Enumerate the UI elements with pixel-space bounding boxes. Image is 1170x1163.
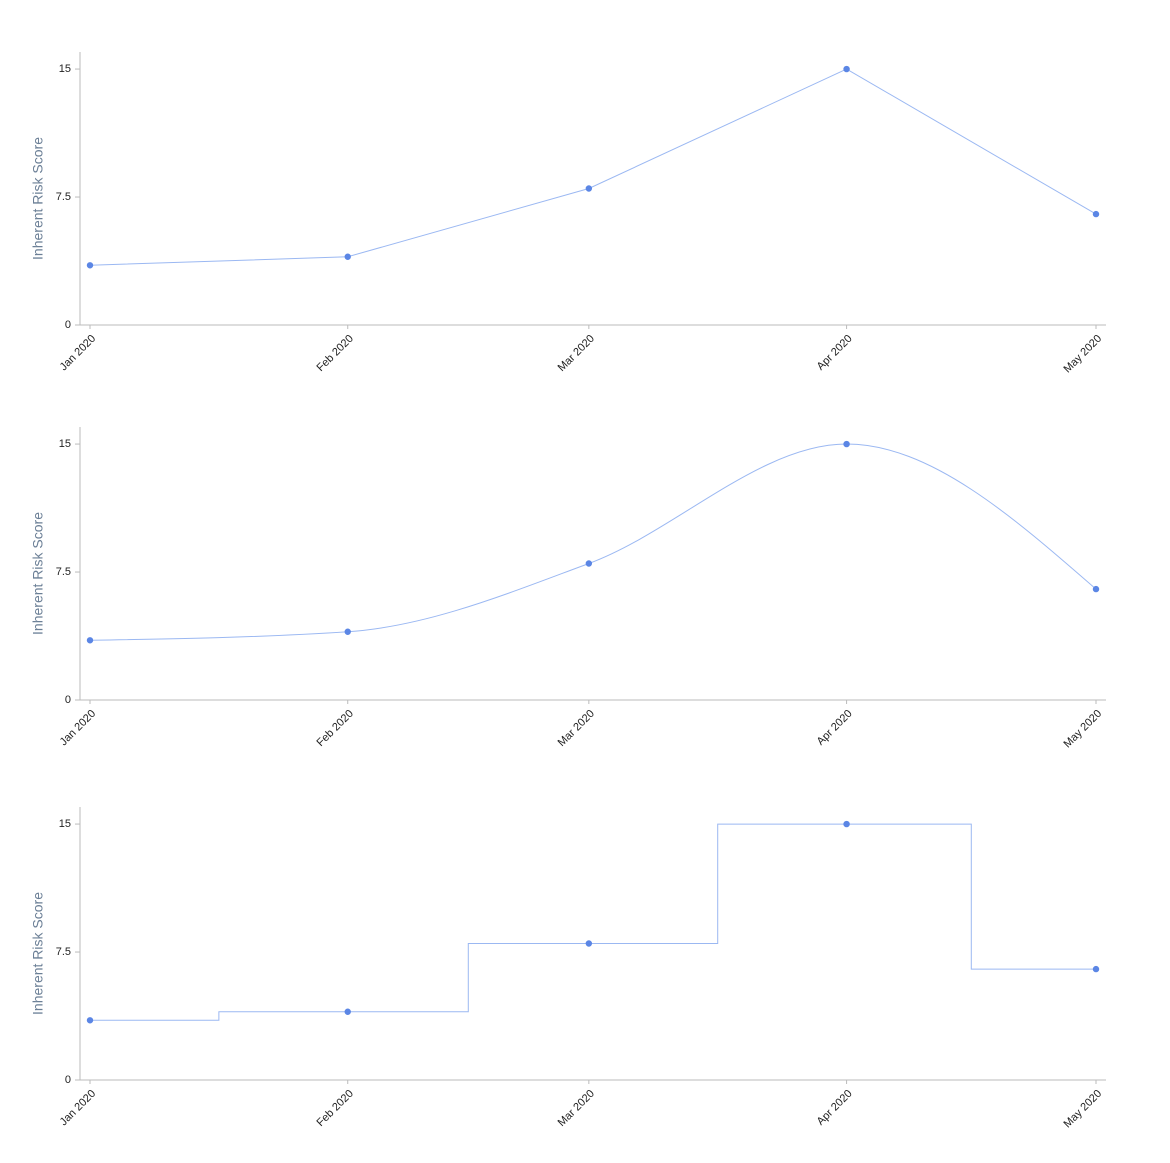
line — [89, 68, 1097, 266]
point — [86, 1017, 94, 1024]
point — [344, 253, 351, 260]
y-tick-label: 7.5 — [56, 566, 71, 578]
x-tick-label: Apr 2020 — [815, 1088, 855, 1128]
x-tick-label: Mar 2020 — [556, 708, 597, 749]
point — [843, 65, 850, 73]
point — [86, 637, 94, 644]
point — [1092, 210, 1100, 218]
y-tick-label: 0 — [65, 694, 71, 706]
point — [585, 560, 593, 567]
y-axis-label: Inherent Risk Score — [30, 892, 46, 1015]
y-tick-label: 7.5 — [56, 946, 71, 958]
point — [1092, 965, 1100, 973]
x-tick-label: Feb 2020 — [315, 708, 356, 749]
point — [344, 1008, 351, 1015]
line-chart: Inherent Risk Score 0 7.5 15 Jan 2020 Feb 202… — [30, 807, 1106, 1130]
point — [585, 185, 593, 192]
line-chart: Inherent Risk Score 0 7.5 15 Jan 2020 Feb 202… — [30, 427, 1106, 750]
x-tick-label: May 2020 — [1062, 333, 1105, 376]
y-axis-label: Inherent Risk Score — [30, 512, 46, 635]
y-axis-label: Inherent Risk Score — [30, 137, 46, 260]
point — [344, 628, 351, 635]
x-tick-label: Feb 2020 — [315, 333, 356, 374]
y-tick-label: 7.5 — [56, 191, 71, 203]
x-tick-label: Jan 2020 — [58, 1088, 98, 1128]
x-tick-label: Apr 2020 — [815, 708, 855, 748]
x-tick-label: May 2020 — [1062, 1088, 1105, 1131]
line-chart: Inherent Risk Score 0 7.5 15 Jan 2020 Feb 202… — [30, 52, 1106, 375]
x-tick-label: Jan 2020 — [58, 708, 98, 748]
line — [89, 443, 1097, 641]
x-tick-label: Apr 2020 — [815, 333, 855, 373]
x-tick-label: May 2020 — [1062, 708, 1105, 751]
x-tick-label: Mar 2020 — [556, 1088, 597, 1129]
point — [1092, 585, 1100, 593]
point — [843, 440, 850, 448]
y-tick-label: 0 — [65, 319, 71, 331]
x-tick-label: Feb 2020 — [315, 1088, 356, 1129]
point — [843, 820, 850, 828]
y-tick-label: 0 — [65, 1074, 71, 1086]
y-tick-label: 15 — [59, 438, 71, 450]
line — [90, 823, 1096, 1021]
y-tick-label: 15 — [59, 818, 71, 830]
point — [86, 262, 94, 269]
point — [585, 940, 593, 947]
x-tick-label: Mar 2020 — [556, 333, 597, 374]
y-tick-label: 15 — [59, 63, 71, 75]
x-tick-label: Jan 2020 — [58, 333, 98, 373]
